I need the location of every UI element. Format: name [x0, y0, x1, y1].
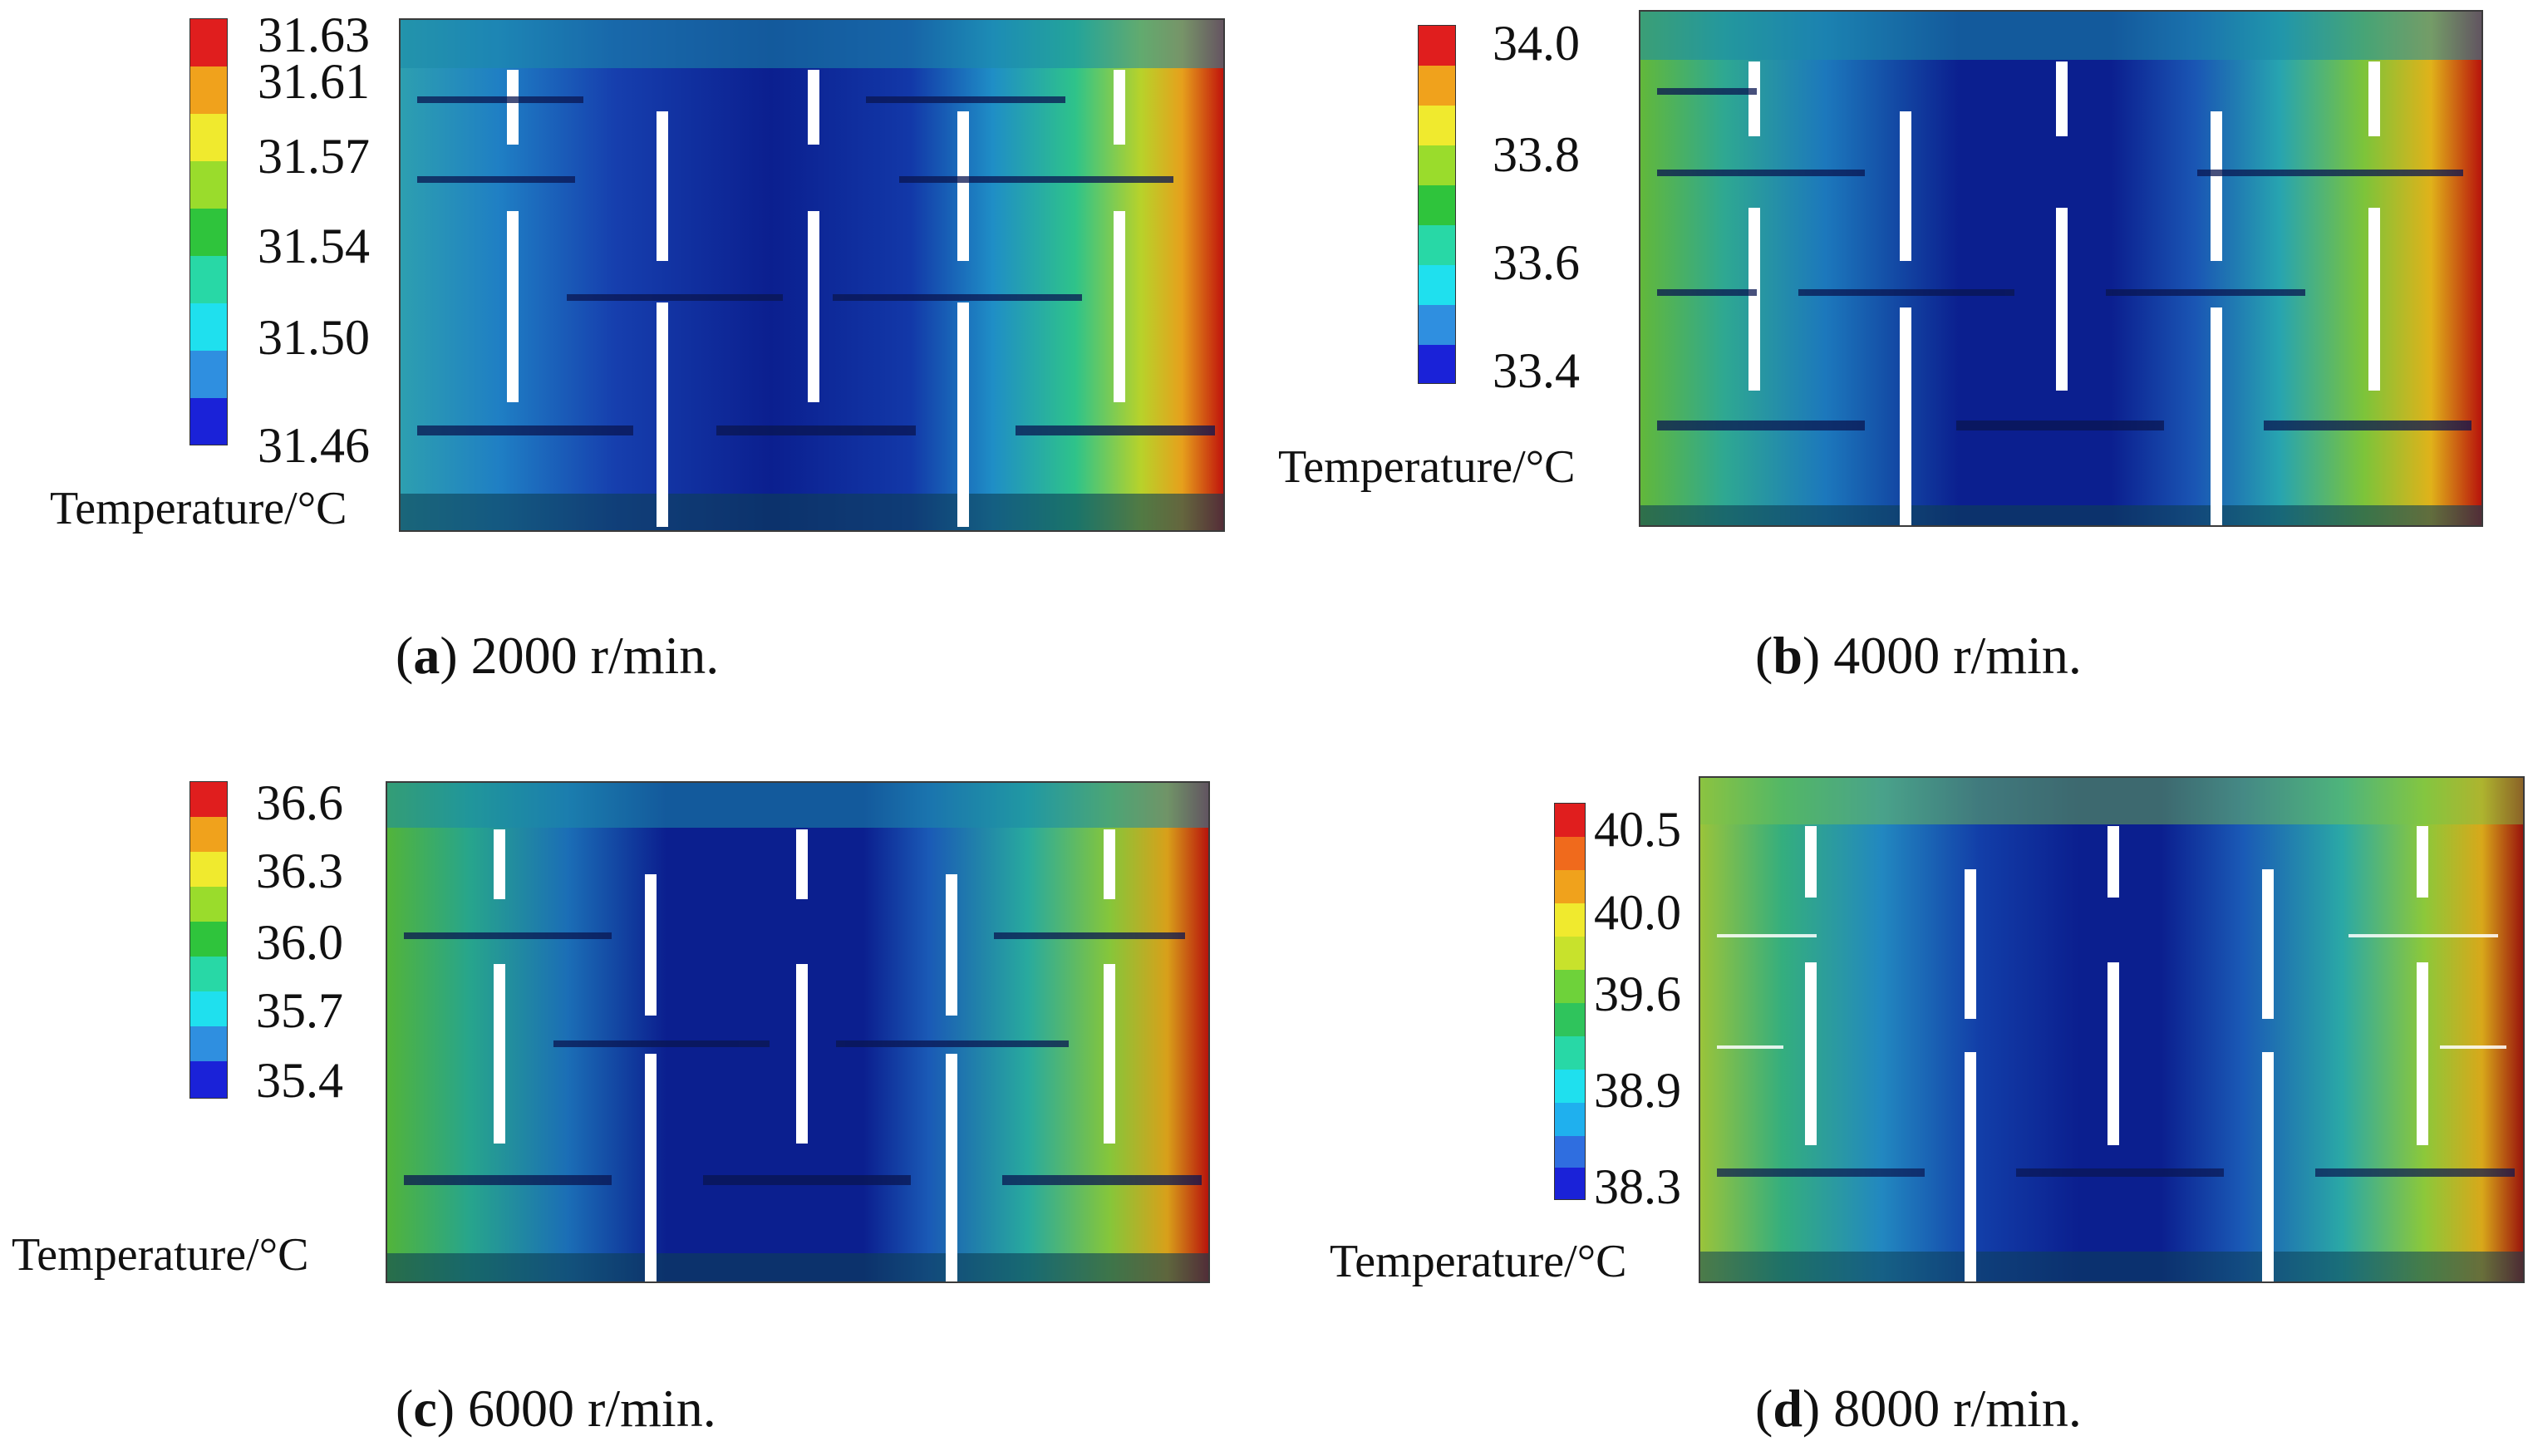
scale-a-tick-3: 31.54 — [258, 219, 370, 273]
scale-c-tick-3: 35.7 — [256, 983, 343, 1038]
scale-a-tick-0: 31.63 — [258, 7, 370, 62]
caption-a-speed: 2000 r/min. — [470, 626, 720, 685]
scale-d-tick-2: 39.6 — [1594, 967, 1681, 1021]
scale-a-unit: Temperature/°C — [50, 483, 347, 534]
caption-d-speed: 8000 r/min. — [1833, 1379, 2082, 1438]
scale-c-tick-2: 36.0 — [256, 915, 343, 970]
scale-b-tick-1: 33.8 — [1493, 127, 1580, 182]
color-bar-a — [189, 18, 228, 445]
scale-a-tick-4: 31.50 — [258, 310, 370, 365]
scale-b-tick-2: 33.6 — [1493, 235, 1580, 290]
temperature-field-b — [1639, 10, 2483, 527]
temperature-field-d — [1699, 776, 2525, 1283]
scale-c-tick-0: 36.6 — [256, 775, 343, 830]
scale-a-tick-5: 31.46 — [258, 418, 370, 473]
caption-c: (c) 6000 r/min. — [396, 1379, 716, 1438]
scale-b-tick-0: 34.0 — [1493, 16, 1580, 71]
scale-d-unit: Temperature/°C — [1330, 1236, 1627, 1287]
scale-d-tick-4: 38.3 — [1594, 1159, 1681, 1214]
scale-d-tick-1: 40.0 — [1594, 885, 1681, 940]
caption-b: (b) 4000 r/min. — [1755, 626, 2082, 685]
caption-b-letter: b — [1773, 626, 1803, 685]
color-bar-d — [1554, 803, 1586, 1200]
caption-a: (a) 2000 r/min. — [396, 626, 720, 685]
caption-c-letter: c — [413, 1379, 437, 1438]
scale-d-tick-0: 40.5 — [1594, 802, 1681, 857]
caption-d: (d) 8000 r/min. — [1755, 1379, 2082, 1438]
caption-d-letter: d — [1773, 1379, 1803, 1438]
scale-a-tick-1: 31.61 — [258, 54, 370, 109]
scale-d-tick-3: 38.9 — [1594, 1063, 1681, 1118]
scale-c-tick-4: 35.4 — [256, 1053, 343, 1108]
slot-structure-d — [1700, 778, 2523, 1281]
color-bar-b — [1418, 25, 1456, 384]
caption-b-speed: 4000 r/min. — [1833, 626, 2082, 685]
scale-a-tick-2: 31.57 — [258, 129, 370, 184]
scale-c-tick-1: 36.3 — [256, 844, 343, 898]
temperature-field-c — [386, 781, 1210, 1283]
scale-b-tick-3: 33.4 — [1493, 343, 1580, 398]
slot-structure-a — [401, 20, 1223, 530]
caption-c-speed: 6000 r/min. — [468, 1379, 716, 1438]
temperature-field-a — [399, 18, 1225, 532]
scale-b-unit: Temperature/°C — [1278, 441, 1576, 493]
slot-structure-b — [1640, 12, 2481, 525]
scale-c-unit: Temperature/°C — [12, 1229, 309, 1281]
color-bar-c — [189, 781, 228, 1099]
caption-a-letter: a — [413, 626, 440, 685]
slot-structure-c — [387, 783, 1208, 1281]
